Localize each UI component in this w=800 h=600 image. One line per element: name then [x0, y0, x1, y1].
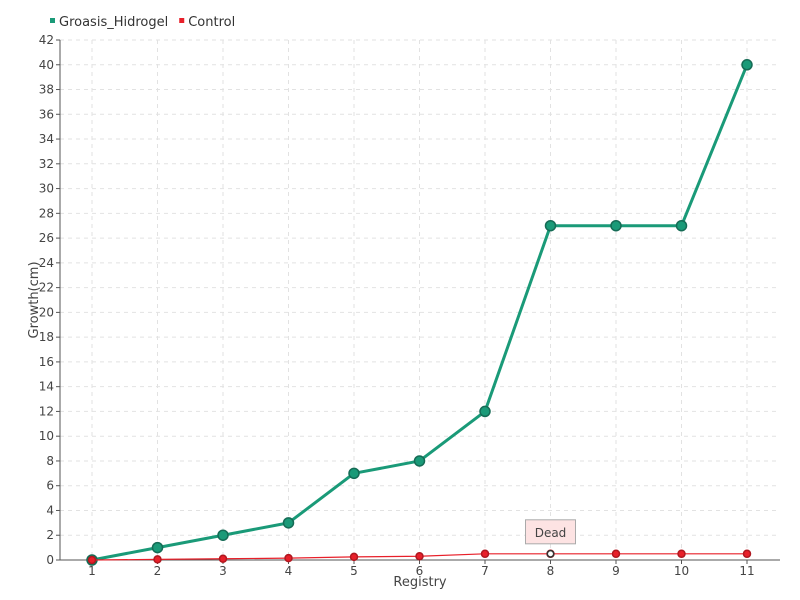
x-tick-label: 6 [416, 564, 424, 578]
data-point[interactable] [151, 541, 164, 554]
y-tick-label: 4 [46, 503, 54, 517]
data-point[interactable] [348, 467, 360, 480]
legend-label: Groasis_Hidrogel [59, 15, 168, 30]
legend: Groasis_Hidrogel Control [50, 15, 235, 30]
x-tick-label: 1 [88, 564, 96, 578]
legend-swatch [179, 18, 185, 23]
legend-swatch [50, 18, 55, 23]
x-tick-label: 11 [739, 564, 754, 578]
annotations: Dead [525, 519, 576, 558]
data-point[interactable] [677, 549, 686, 559]
y-tick-label: 22 [39, 281, 54, 295]
y-tick-label: 20 [39, 305, 54, 319]
y-tick-label: 42 [39, 33, 54, 47]
legend-item[interactable]: Groasis_Hidrogel [50, 15, 168, 30]
x-tick-labels: 1 2 3 4 5 6 7 8 9 10 11 [88, 560, 755, 578]
annotation-tooltip: Dead [525, 519, 576, 558]
data-point[interactable] [480, 549, 490, 559]
data-point[interactable] [742, 549, 752, 559]
data-point[interactable] [610, 219, 622, 232]
data-point[interactable] [349, 552, 359, 562]
x-tick-label: 4 [285, 564, 293, 578]
y-tick-label: 12 [39, 404, 54, 418]
tooltip-box [525, 519, 576, 545]
y-axis-title: Growth(cm) [27, 261, 42, 338]
data-point[interactable] [282, 517, 295, 529]
y-tick-label: 38 [39, 83, 54, 97]
y-tick-label: 18 [39, 330, 54, 344]
y-tick-label: 32 [39, 157, 54, 171]
data-point[interactable] [415, 552, 424, 561]
y-tick-label: 34 [39, 132, 54, 146]
tooltip-text: Dead [535, 526, 567, 540]
y-tick-label: 8 [46, 454, 54, 468]
x-tick-label: 8 [547, 564, 555, 578]
x-tick-label: 10 [674, 564, 689, 578]
data-point[interactable] [479, 405, 491, 418]
series [86, 59, 753, 566]
x-tick-label: 2 [154, 564, 162, 578]
y-tick-label: 36 [39, 107, 54, 121]
y-tick-label: 16 [39, 355, 54, 369]
data-point[interactable] [544, 219, 557, 232]
series-control [87, 549, 752, 565]
y-tick-label: 28 [39, 206, 54, 220]
y-tick-label: 40 [39, 58, 54, 72]
highlighted-point [546, 549, 555, 558]
data-point[interactable] [153, 555, 162, 564]
y-tick-label: 30 [39, 182, 54, 196]
y-tick-label: 24 [39, 256, 54, 270]
x-tick-label: 3 [219, 564, 227, 578]
data-point[interactable] [87, 555, 97, 565]
y-tick-label: 10 [39, 429, 54, 443]
x-axis-title: Registry [393, 575, 447, 590]
data-point[interactable] [675, 219, 688, 232]
legend-label: Control [188, 15, 235, 30]
x-tick-label: 7 [481, 564, 489, 578]
data-point[interactable] [218, 554, 228, 564]
data-point[interactable] [413, 455, 426, 467]
data-point[interactable] [741, 59, 753, 71]
series-groasis-hidrogel [86, 59, 753, 566]
x-tick-label: 5 [350, 564, 358, 578]
y-tick-label: 6 [46, 479, 54, 493]
y-tick-label: 26 [39, 231, 54, 245]
data-point[interactable] [611, 549, 621, 559]
grid [60, 39, 780, 560]
x-tick-label: 9 [612, 564, 620, 578]
data-point[interactable] [217, 529, 229, 541]
y-tick-label: 0 [46, 553, 54, 567]
data-point[interactable] [284, 553, 293, 563]
y-tick-label: 14 [39, 380, 54, 394]
legend-item[interactable]: Control [179, 15, 235, 30]
y-tick-label: 2 [46, 528, 54, 542]
